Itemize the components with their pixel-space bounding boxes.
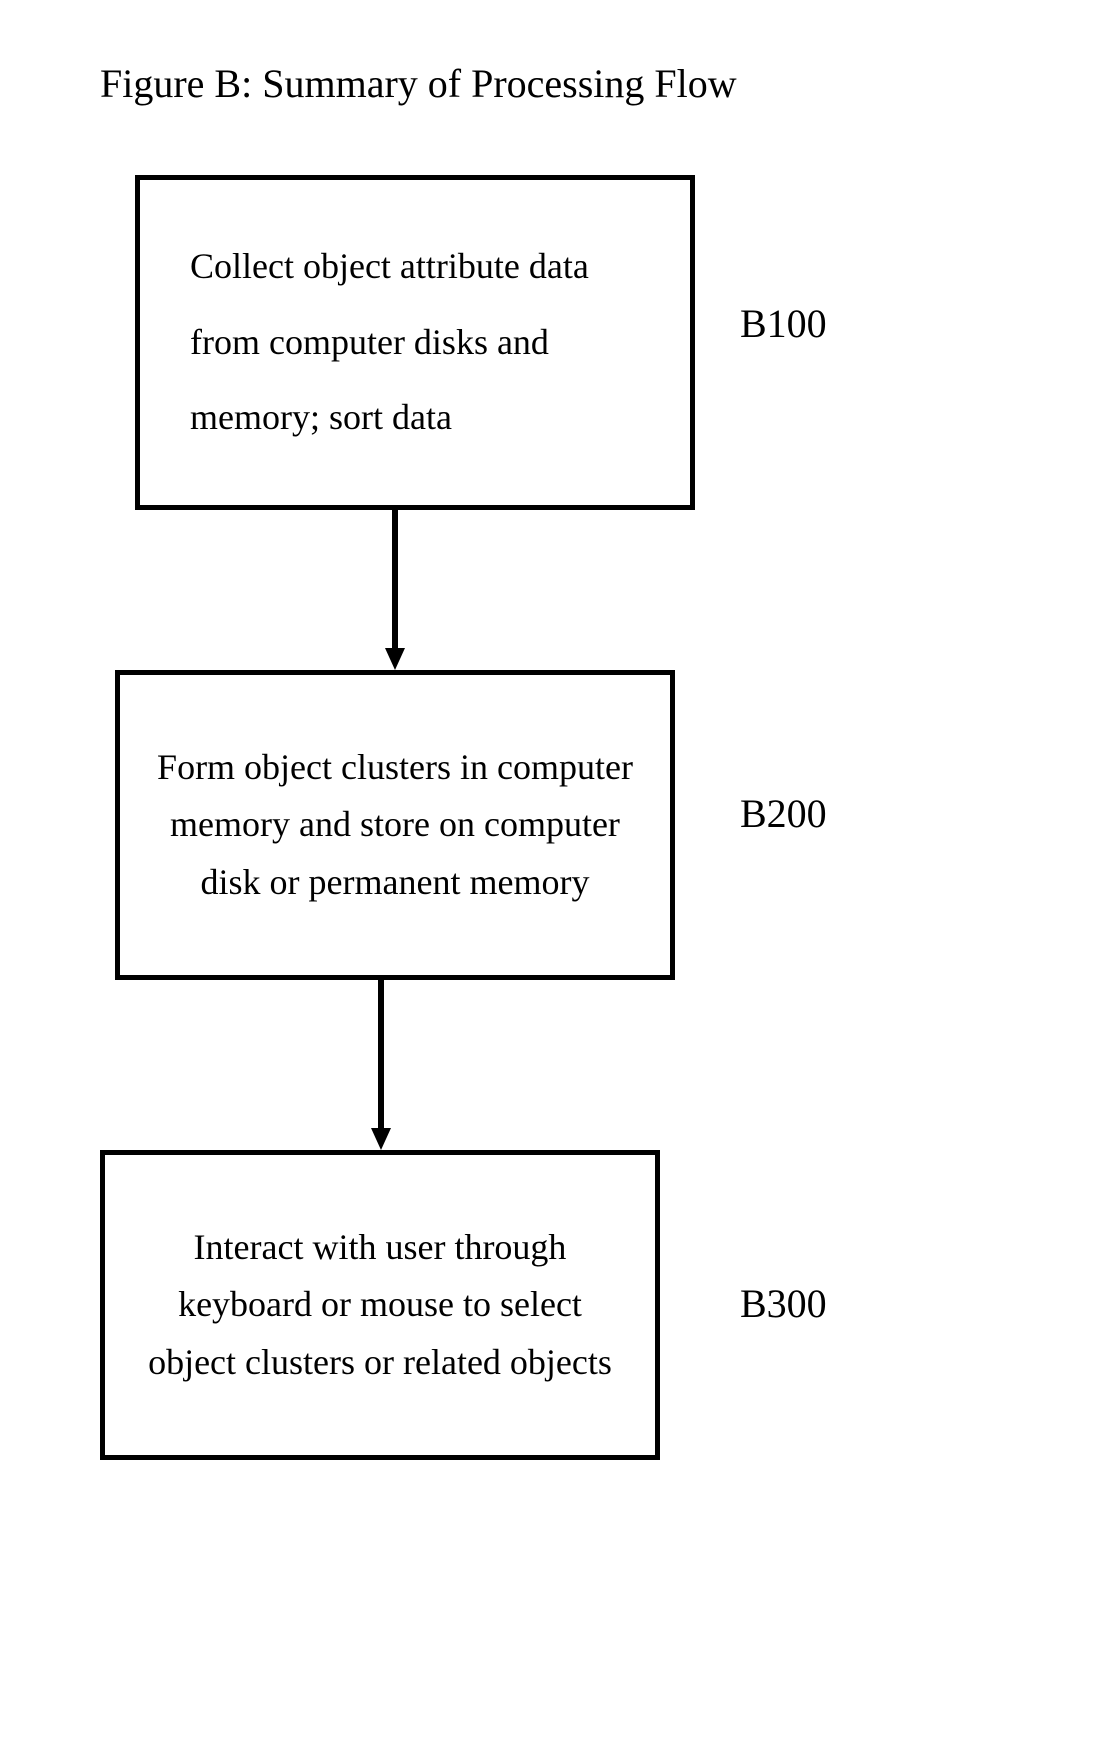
flow-node-text: Collect object attribute data from compu…: [170, 229, 660, 456]
flowchart-page: Figure B: Summary of Processing Flow Col…: [0, 0, 1117, 1752]
flow-node-b200: Form object clusters in computer memory …: [115, 670, 675, 980]
flow-edge-arrowhead: [385, 648, 405, 670]
flow-node-label-b100: B100: [740, 300, 827, 347]
flow-node-label-b200: B200: [740, 790, 827, 837]
figure-title: Figure B: Summary of Processing Flow: [100, 60, 737, 107]
flow-node-b300: Interact with user through keyboard or m…: [100, 1150, 660, 1460]
flow-node-b100: Collect object attribute data from compu…: [135, 175, 695, 510]
flow-node-text: Form object clusters in computer memory …: [150, 739, 640, 912]
flow-edge-line: [378, 980, 384, 1130]
flow-node-label-b300: B300: [740, 1280, 827, 1327]
flow-edge-line: [392, 510, 398, 650]
flow-node-text: Interact with user through keyboard or m…: [135, 1219, 625, 1392]
flow-edge-arrowhead: [371, 1128, 391, 1150]
